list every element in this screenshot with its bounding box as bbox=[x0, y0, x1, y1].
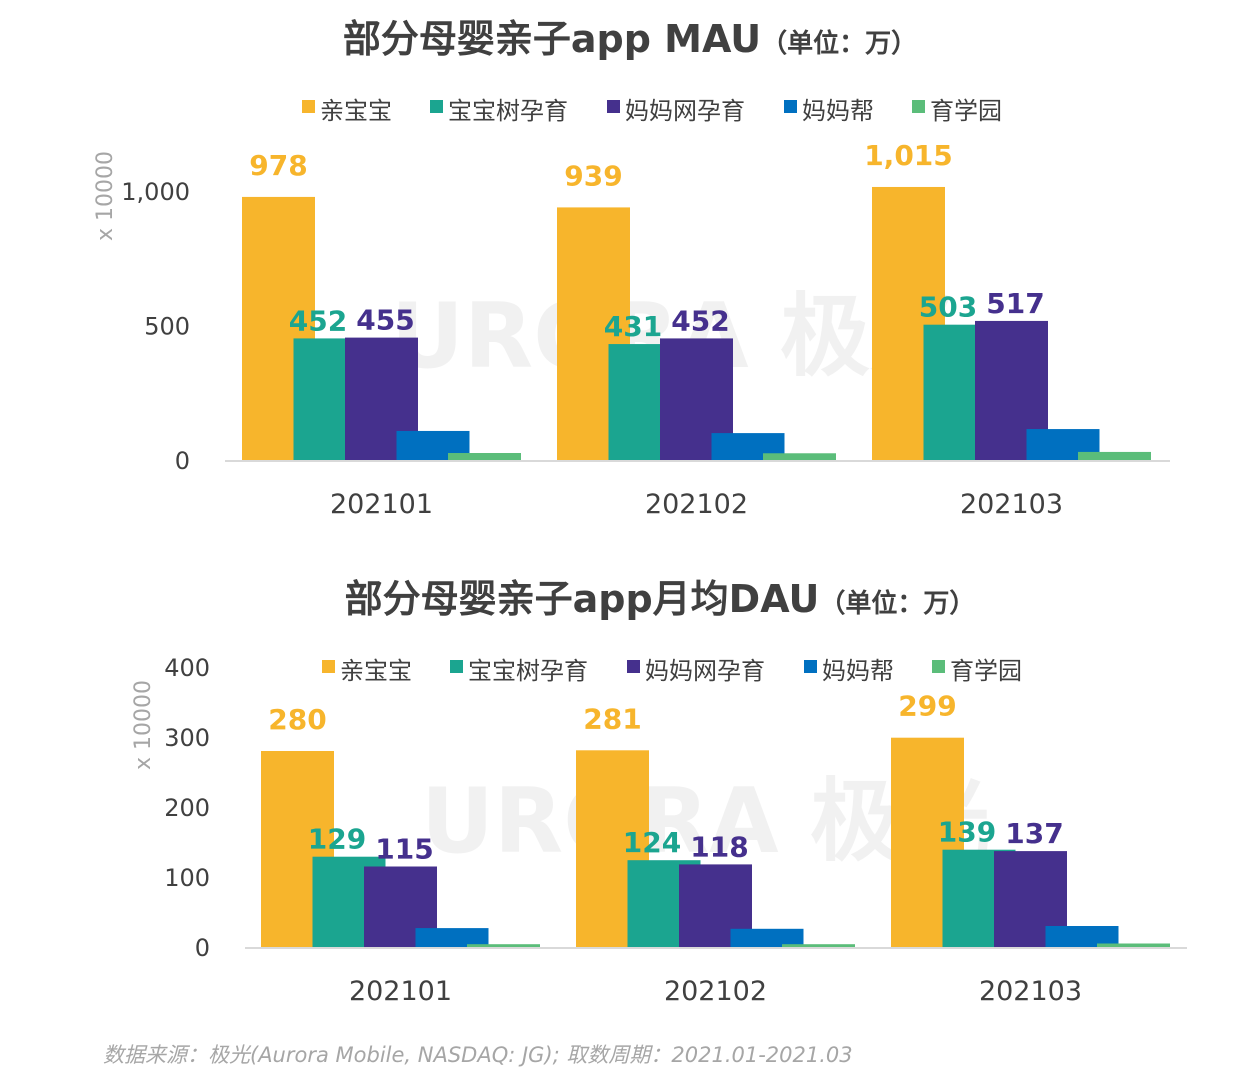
y-tick-label: 300 bbox=[164, 724, 210, 752]
y-tick-label: 200 bbox=[164, 794, 210, 822]
x-tick-label: 202101 bbox=[330, 489, 433, 520]
x-tick-label: 202103 bbox=[960, 489, 1063, 520]
x-tick-label: 202101 bbox=[349, 976, 452, 1007]
legend-item: 亲宝宝 bbox=[322, 657, 412, 685]
data-label: 452 bbox=[671, 304, 729, 337]
x-tick-label: 202102 bbox=[645, 489, 748, 520]
legend-swatch bbox=[450, 660, 463, 673]
bar bbox=[763, 453, 836, 460]
legend-item: 妈妈网孕育 bbox=[627, 657, 765, 685]
legend-swatch bbox=[784, 100, 797, 113]
legend-item: 妈妈帮 bbox=[804, 657, 894, 685]
data-label: 503 bbox=[919, 291, 977, 324]
legend-label: 宝宝树孕育 bbox=[468, 657, 588, 685]
legend-swatch bbox=[912, 100, 925, 113]
legend-swatch bbox=[430, 100, 443, 113]
y-tick-label: 0 bbox=[175, 447, 190, 475]
bar bbox=[782, 944, 855, 947]
legend-label: 育学园 bbox=[950, 657, 1022, 685]
y-tick-label: 0 bbox=[195, 934, 210, 962]
data-label: 124 bbox=[623, 826, 681, 859]
data-label: 129 bbox=[308, 823, 366, 856]
x-tick-label: 202102 bbox=[664, 976, 767, 1007]
data-label: 118 bbox=[690, 830, 748, 863]
y-axis-label: x 10000 bbox=[93, 151, 118, 241]
y-tick-label: 100 bbox=[164, 864, 210, 892]
data-label: 455 bbox=[356, 304, 414, 337]
bar bbox=[415, 928, 489, 947]
data-label: 431 bbox=[604, 310, 662, 343]
x-tick-label: 202103 bbox=[979, 976, 1082, 1007]
data-label: 115 bbox=[375, 833, 433, 866]
legend-swatch bbox=[627, 660, 640, 673]
data-label: 452 bbox=[289, 304, 347, 337]
legend-item: 亲宝宝 bbox=[302, 97, 392, 125]
legend-swatch bbox=[607, 100, 620, 113]
legend-swatch bbox=[804, 660, 817, 673]
legend-label: 妈妈帮 bbox=[802, 97, 874, 125]
legend-item: 宝宝树孕育 bbox=[430, 97, 568, 125]
legend-label: 宝宝树孕育 bbox=[448, 97, 568, 125]
legend-item: 育学园 bbox=[932, 657, 1022, 685]
y-tick-label: 1,000 bbox=[121, 178, 190, 206]
chart-title: 部分母婴亲子app MAU（单位：万） bbox=[343, 17, 917, 61]
legend-item: 育学园 bbox=[912, 97, 1002, 125]
data-label: 939 bbox=[564, 159, 622, 192]
y-tick-label: 500 bbox=[144, 313, 190, 341]
legend-label: 育学园 bbox=[930, 97, 1002, 125]
legend-label: 妈妈网孕育 bbox=[645, 657, 765, 685]
legend-label: 亲宝宝 bbox=[340, 657, 412, 685]
legend-swatch bbox=[932, 660, 945, 673]
legend-swatch bbox=[322, 660, 335, 673]
bar bbox=[1078, 451, 1151, 460]
legend-swatch bbox=[302, 100, 315, 113]
data-label: 139 bbox=[938, 816, 996, 849]
legend-item: 妈妈网孕育 bbox=[607, 97, 745, 125]
bar bbox=[1045, 926, 1119, 947]
bar bbox=[467, 944, 540, 947]
data-label: 137 bbox=[1005, 817, 1063, 850]
legend-item: 宝宝树孕育 bbox=[450, 657, 588, 685]
data-label: 517 bbox=[986, 287, 1044, 320]
bar bbox=[1097, 943, 1170, 947]
data-label: 1,015 bbox=[864, 139, 953, 172]
legend-label: 亲宝宝 bbox=[320, 97, 392, 125]
legend-label: 妈妈网孕育 bbox=[625, 97, 745, 125]
bar bbox=[448, 453, 521, 460]
y-axis-label: x 10000 bbox=[131, 680, 156, 770]
data-label: 978 bbox=[249, 149, 307, 182]
footnote: 数据来源：极光(Aurora Mobile, NASDAQ: JG); 取数周期… bbox=[103, 1043, 853, 1067]
data-label: 281 bbox=[583, 702, 641, 735]
legend-label: 妈妈帮 bbox=[822, 657, 894, 685]
data-label: 299 bbox=[898, 690, 956, 723]
chart-title: 部分母婴亲子app月均DAU（单位：万） bbox=[345, 577, 976, 621]
y-tick-label: 400 bbox=[164, 654, 210, 682]
legend-item: 妈妈帮 bbox=[784, 97, 874, 125]
data-label: 280 bbox=[268, 703, 326, 736]
bar bbox=[730, 928, 804, 947]
